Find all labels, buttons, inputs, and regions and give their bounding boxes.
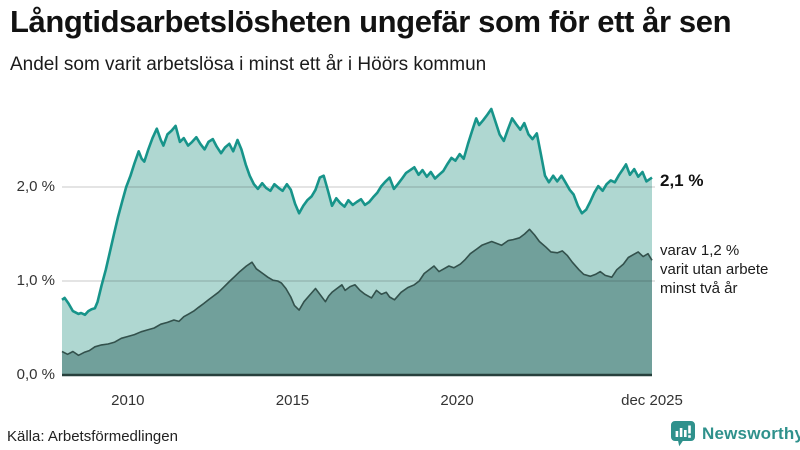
newsworthy-logo[interactable]: Newsworthy [670,420,800,447]
latest-value-label: 2,1 % [660,171,704,190]
annotation-line: varav 1,2 % [660,242,740,259]
x-tick-label: 2015 [275,392,310,409]
secondary-series-annotation: varav 1,2 % varit utan arbete minst två … [660,241,768,298]
x-tick-label: 2010 [111,392,145,409]
brand-name: Newsworthy [702,423,800,443]
page-title: Långtidsarbetslösheten ungefär som för e… [10,4,732,39]
x-tick-label: dec 2025 [621,392,683,409]
series-fill-2 [62,229,652,375]
series-line-1 [61,107,653,317]
annotation-line: varit utan arbete [660,261,769,278]
annotation-line: minst två år [660,280,738,297]
series-line-2 [61,228,653,357]
y-tick-label: 0,0 % [16,366,55,383]
y-tick-label: 2,0 % [16,178,55,195]
chart-subtitle: Andel som varit arbetslösa i minst ett å… [10,54,487,75]
source-caption: Källa: Arbetsförmedlingen [7,428,178,445]
y-tick-label: 1,0 % [16,272,55,289]
x-tick-label: 2020 [440,392,474,409]
newsworthy-bars-icon [670,420,696,447]
